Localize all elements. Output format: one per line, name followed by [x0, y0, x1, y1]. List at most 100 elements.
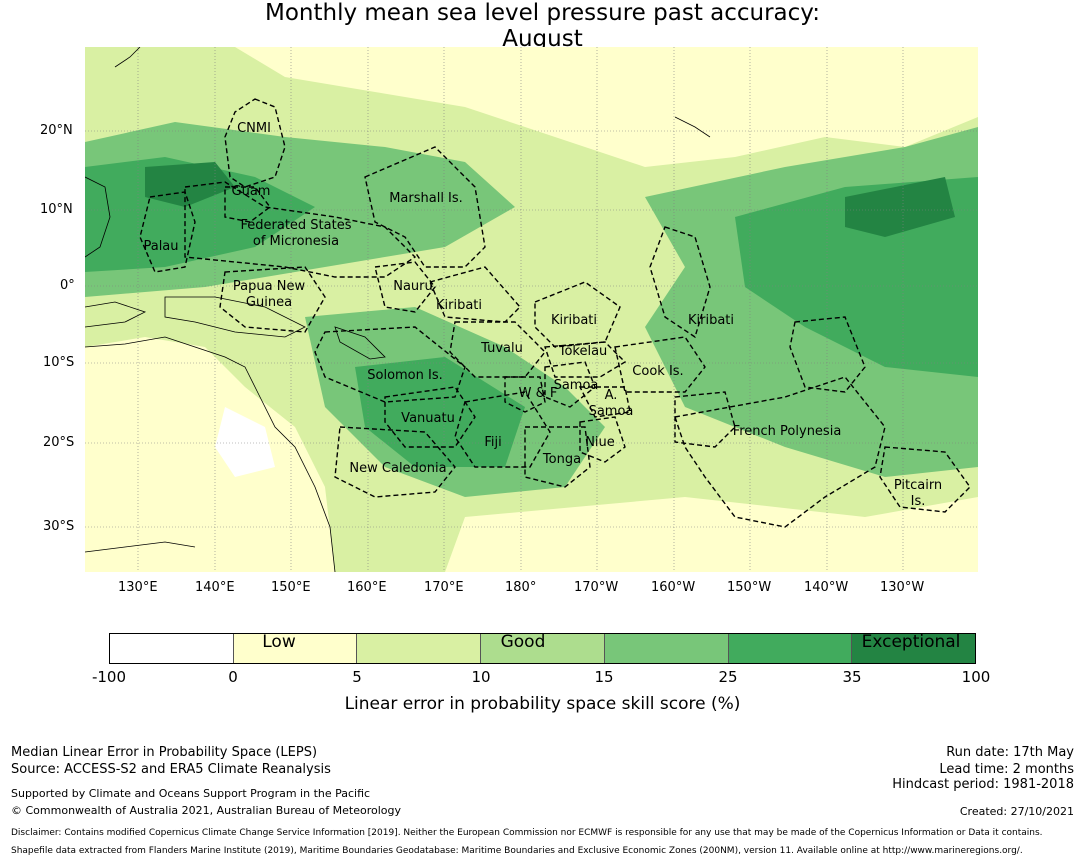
label-samoa: Samoa: [553, 378, 599, 393]
footer-disclaimer: Disclaimer: Contains modified Copernicus…: [11, 828, 1043, 838]
footer-lead-time: Lead time: 2 months: [939, 762, 1074, 777]
label-american-samoa-2: Samoa: [588, 404, 634, 419]
eez-tuvalu: [449, 321, 546, 378]
label-tonga: Tonga: [542, 452, 582, 467]
eez-cook-north: [614, 336, 706, 393]
footer-hindcast: Hindcast period: 1981-2018: [892, 777, 1074, 792]
footer-source: Source: ACCESS-S2 and ERA5 Climate Reana…: [11, 762, 331, 777]
colorbar-tick: 5: [352, 668, 362, 686]
footer-leps: Median Linear Error in Probability Space…: [11, 745, 318, 760]
eez-samoa: [544, 361, 596, 408]
colorbar-segment-1: [110, 634, 234, 663]
lon-label-150w: 150°W: [727, 580, 772, 595]
colorbar-tick: 100: [961, 668, 991, 686]
lon-label-140w: 140°W: [804, 580, 849, 595]
lat-label-10s: 10°S: [43, 355, 75, 370]
label-micronesia-2: of Micronesia: [252, 234, 340, 249]
label-nauru: Nauru: [393, 279, 433, 294]
label-guam: Guam: [231, 184, 271, 199]
colorbar-tick: 25: [718, 668, 738, 686]
label-niue: Niue: [585, 435, 615, 450]
label-pitcairn-1: Pitcairn: [893, 478, 943, 493]
lat-label-10n: 10°N: [40, 202, 73, 217]
colorbar-segment-7: [852, 634, 976, 663]
label-cook: Cook Is.: [632, 364, 684, 379]
colorbar-tick: 35: [842, 668, 862, 686]
colorbar-segment-4: [481, 634, 605, 663]
eez-tokelau: [544, 341, 627, 378]
label-png-2: Guinea: [245, 295, 293, 310]
eez-solomon: [314, 326, 466, 403]
lat-label-0: 0°: [60, 278, 75, 293]
footer-created: Created: 27/10/2021: [959, 805, 1074, 818]
label-french-polynesia: French Polynesia: [732, 424, 842, 439]
eez-nauru: [374, 261, 436, 313]
colorbar-category-exceptional: Exceptional: [861, 632, 961, 652]
footer-run-date: Run date: 17th May: [946, 745, 1074, 760]
eez-tonga: [524, 426, 591, 488]
lat-label-20n: 20°N: [40, 123, 73, 138]
footer-shapefile-credit: Shapefile data extracted from Flanders M…: [11, 846, 1023, 856]
label-new-caledonia: New Caledonia: [349, 461, 447, 476]
skill-region-east-exceptional: [845, 177, 955, 237]
lon-label-140e: 140°E: [195, 580, 235, 595]
colorbar-tick: 0: [228, 668, 238, 686]
lon-label-170w: 170°W: [574, 580, 619, 595]
colorbar-label: Linear error in probability space skill …: [344, 694, 741, 714]
colorbar-category-low: Low: [262, 632, 296, 652]
skill-region-nw-high: [85, 157, 315, 272]
chart-title-line-1: Monthly mean sea level pressure past acc…: [265, 0, 820, 26]
colorbar-tick: 10: [471, 668, 491, 686]
skill-region-nw-exceptional: [145, 162, 235, 207]
colorbar-segment-5: [604, 634, 729, 663]
colorbar: [109, 633, 976, 664]
eez-french-polynesia: [674, 376, 886, 528]
label-kiribati-west: Kiribati: [435, 298, 483, 313]
map-svg: [85, 47, 978, 572]
colorbar-tick: -100: [91, 668, 127, 686]
eez-new-caledonia: [334, 426, 456, 498]
colorbar-segment-2: [233, 634, 358, 663]
low-skill-south-region: [445, 497, 978, 572]
eez-cnmi: [224, 98, 286, 188]
lat-label-30s: 30°S: [43, 519, 75, 534]
label-palau: Palau: [143, 239, 179, 254]
map-gridlines: [85, 47, 978, 572]
label-kiribati-central: Kiribati: [550, 313, 598, 328]
label-pitcairn-2: Is.: [910, 494, 926, 509]
australia-coast: [85, 336, 336, 572]
label-tokelau: Tokelau: [558, 344, 608, 359]
label-cnmi: CNMI: [237, 121, 271, 136]
lon-label-180: 180°: [505, 580, 537, 595]
footer-copyright: © Commonwealth of Australia 2021, Austra…: [11, 804, 401, 817]
eez-kiribati-west: [429, 266, 521, 323]
eez-pitcairn: [879, 446, 971, 513]
label-vanuatu: Vanuatu: [401, 411, 455, 426]
new-guinea-coast: [164, 296, 306, 338]
lon-label-130e: 130°E: [118, 580, 158, 595]
eez-guam: [224, 186, 271, 223]
lon-label-160e: 160°E: [347, 580, 387, 595]
lon-label-160w: 160°W: [651, 580, 696, 595]
eez-boundaries: [139, 98, 971, 528]
colorbar-tick: 15: [594, 668, 614, 686]
label-marshall: Marshall Is.: [389, 191, 463, 206]
eez-french-polynesia-north: [789, 316, 866, 393]
label-fiji: Fiji: [484, 435, 502, 450]
lon-label-130w: 130°W: [880, 580, 925, 595]
footer-support: Supported by Climate and Oceans Support …: [11, 787, 371, 800]
label-png-1: Papua New: [232, 279, 306, 294]
label-solomon: Solomon Is.: [367, 368, 443, 383]
lat-label-20s: 20°S: [43, 435, 75, 450]
eez-png: [219, 266, 326, 333]
philippines-coast: [85, 176, 111, 258]
low-skill-north-region: [235, 47, 978, 167]
eez-palau: [139, 191, 196, 273]
eez-fiji: [454, 391, 551, 468]
eez-vanuatu: [384, 386, 476, 448]
label-tuvalu: Tuvalu: [481, 341, 523, 356]
colorbar-segment-6: [728, 634, 853, 663]
eez-cook-south: [674, 391, 736, 448]
coastlines: [85, 47, 711, 572]
eez-kiribati-east: [649, 226, 711, 339]
